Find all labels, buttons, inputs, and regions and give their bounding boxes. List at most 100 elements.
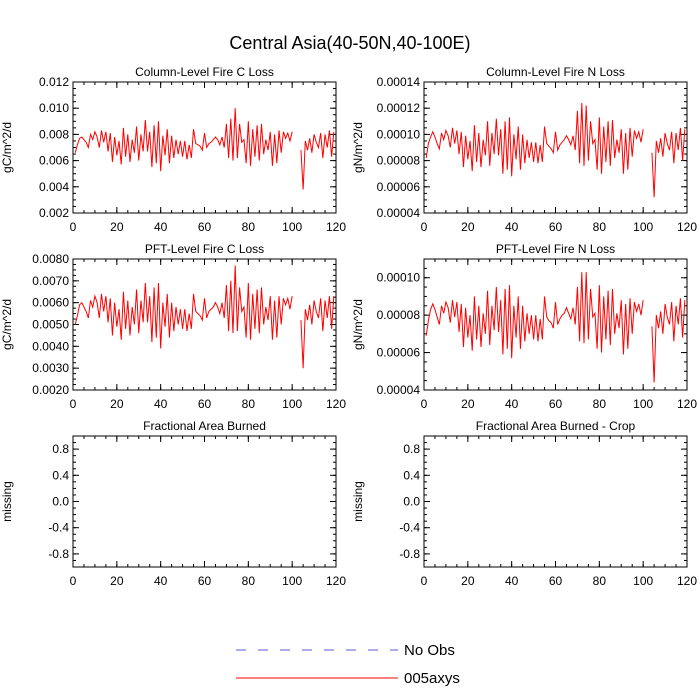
y-tick-label: 0.0 [403,495,420,509]
x-tick-label: 20 [461,220,475,234]
legend-label-2: 005axys [404,670,460,687]
x-tick-label: 100 [282,574,302,588]
plot-frame [423,258,688,391]
y-tick-label: 0.8 [403,442,420,456]
y-tick-label: 0.012 [39,75,69,89]
x-tick-label: 60 [198,220,212,234]
x-tick-label: 20 [461,397,475,411]
chart-panel-1: Column-Level Fire C Loss gC/m^2/d 0 20 40 60 8… [0,65,346,234]
panel-title: Fractional Area Burned [143,419,266,433]
chart-panel-6: Fractional Area Burned - Crop missing 0 20 4… [351,419,697,588]
y-tick-label: 0.00004 [377,206,421,220]
y-tick-label: 0.0 [52,495,69,509]
x-tick-label: 0 [421,397,428,411]
panel-title: PFT-Level Fire C Loss [145,242,264,256]
y-tick-label: 0.0060 [32,296,69,310]
x-tick-label: 20 [461,574,475,588]
x-tick-label: 60 [198,574,212,588]
x-tick-label: 20 [110,220,124,234]
y-tick-label: 0.00010 [377,127,421,141]
y-tick-label: 0.00006 [377,346,421,360]
x-tick-label: 80 [593,574,607,588]
y-axis-label: gN/m^2/d [351,122,365,173]
chart-panel-5: Fractional Area Burned missing 0 20 40 60 80 10… [0,419,346,588]
plot-frame [423,435,688,568]
x-tick-label: 0 [421,574,428,588]
y-tick-label: 0.00008 [377,154,421,168]
y-tick-label: 0.00004 [377,383,421,397]
plot-frame [72,435,337,568]
x-tick-label: 40 [505,220,519,234]
panel-title: Column-Level Fire C Loss [135,65,274,79]
chart-panel-3: PFT-Level Fire C Loss gC/m^2/d 0 20 40 60 80 10… [0,242,346,411]
y-tick-label: 0.00014 [377,75,421,89]
panel-title: Fractional Area Burned - Crop [476,419,636,433]
x-tick-label: 100 [633,220,653,234]
y-tick-label: 0.00006 [377,180,421,194]
y-axis-label: missing [0,481,14,522]
x-tick-label: 120 [677,220,697,234]
legend: No Obs 005axys [236,642,460,687]
y-tick-label: 0.006 [39,154,69,168]
series-line-1 [74,108,335,190]
y-tick-label: -0.8 [48,547,69,561]
y-axis-label: gC/m^2/d [0,299,14,350]
x-tick-label: 60 [198,397,212,411]
x-tick-label: 0 [70,220,77,234]
x-tick-label: 100 [633,397,653,411]
x-tick-label: 60 [549,397,563,411]
x-tick-label: 40 [505,574,519,588]
panel-title: PFT-Level Fire N Loss [496,242,615,256]
series-line-1 [425,272,686,383]
y-tick-label: 0.0070 [32,274,69,288]
y-tick-label: 0.0020 [32,383,69,397]
x-tick-label: 40 [154,574,168,588]
x-tick-label: 120 [677,574,697,588]
y-tick-label: 0.0040 [32,339,69,353]
y-axis-label: gN/m^2/d [351,299,365,350]
y-tick-label: 0.0050 [32,318,69,332]
x-tick-label: 20 [110,574,124,588]
x-tick-label: 100 [282,397,302,411]
y-tick-label: 0.0030 [32,361,69,375]
x-tick-label: 60 [549,220,563,234]
x-tick-label: 80 [242,397,256,411]
x-tick-label: 100 [633,574,653,588]
y-tick-label: 0.008 [39,127,69,141]
plot-frame [423,81,688,214]
series-line-1 [425,102,686,198]
chart-panel-2: Column-Level Fire N Loss gN/m^2/d 0 20 40 60 8… [351,65,697,234]
figure-title: Central Asia(40-50N,40-100E) [229,33,470,53]
x-tick-label: 80 [593,397,607,411]
x-tick-label: 0 [70,574,77,588]
y-axis-label: missing [351,481,365,522]
x-tick-label: 120 [326,397,346,411]
y-tick-label: 0.00010 [377,271,421,285]
y-tick-label: -0.4 [399,521,420,535]
x-tick-label: 80 [242,220,256,234]
chart-panel-4: PFT-Level Fire N Loss gN/m^2/d 0 20 40 60 80 10… [351,242,697,411]
x-tick-label: 40 [505,397,519,411]
y-tick-label: 0.8 [52,442,69,456]
y-tick-label: 0.004 [39,180,69,194]
x-tick-label: 60 [549,574,563,588]
panel-title: Column-Level Fire N Loss [486,65,625,79]
plot-frame [72,81,337,214]
x-tick-label: 40 [154,220,168,234]
x-tick-label: 120 [326,220,346,234]
y-tick-label: 0.4 [403,468,420,482]
y-tick-label: -0.8 [399,547,420,561]
y-tick-label: 0.00008 [377,308,421,322]
series-line-1 [74,265,335,369]
y-tick-label: 0.002 [39,206,69,220]
y-tick-label: 0.00012 [377,101,421,115]
x-tick-label: 80 [242,574,256,588]
x-tick-label: 120 [677,397,697,411]
x-tick-label: 80 [593,220,607,234]
x-tick-label: 100 [282,220,302,234]
x-tick-label: 40 [154,397,168,411]
x-tick-label: 0 [70,397,77,411]
y-tick-label: -0.4 [48,521,69,535]
y-axis-label: gC/m^2/d [0,122,14,173]
